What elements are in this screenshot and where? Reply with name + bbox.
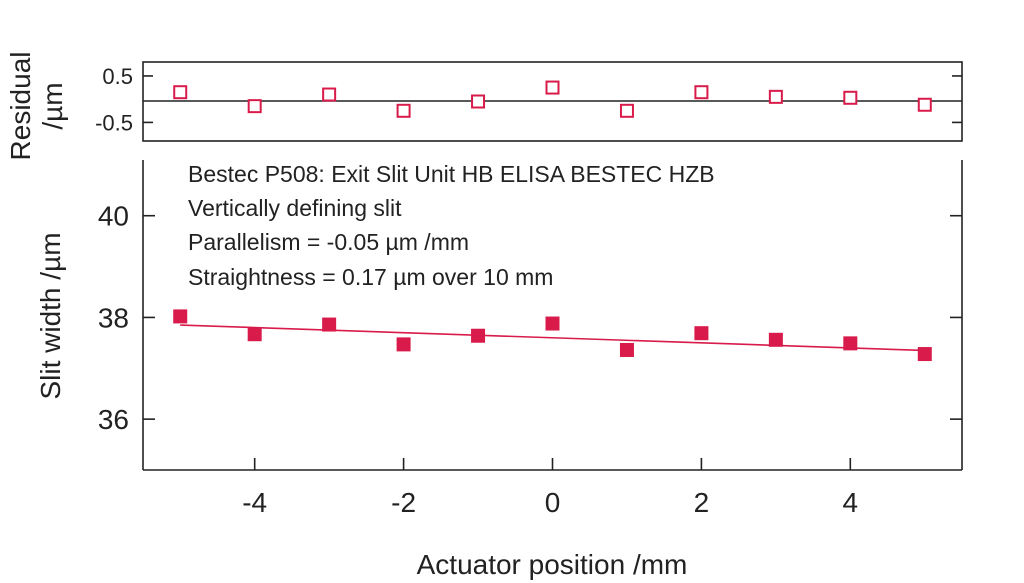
main-point [173,309,188,324]
residual-y-ticks: 0.5 -0.5 [95,64,962,135]
residual-ylabel-line2: /µm [37,82,68,129]
residual-point [396,103,411,118]
residual-point [843,90,858,105]
main-xlabel: Actuator position /mm [417,549,688,580]
annotation-parallelism: Parallelism = -0.05 µm /mm [188,229,469,255]
main-point [843,336,858,351]
annotation-straightness: Straightness = 0.17 µm over 10 mm [188,264,553,290]
main-point [768,332,783,347]
main-point [545,316,560,331]
annotation-title: Bestec P508: Exit Slit Unit HB ELISA BES… [188,161,715,187]
residual-panel: 0.5 -0.5 Residual /µm [5,52,963,161]
main-points [173,309,932,362]
main-point [396,337,411,352]
main-point [471,328,486,343]
main-x-tick-label: -2 [391,487,416,518]
main-ylabel: Slit width /µm [35,232,66,399]
main-x-tick-label: 2 [694,487,710,518]
annotation-block: Bestec P508: Exit Slit Unit HB ELISA BES… [188,161,715,290]
residual-point [173,85,188,100]
residual-point [619,103,634,118]
residual-points [173,80,932,118]
residual-point [322,87,337,102]
residual-y-tick-label: 0.5 [102,64,133,89]
residual-point [545,80,560,95]
main-point [322,317,337,332]
main-x-ticks: -4 -2 0 2 4 [242,458,858,518]
main-y-tick-label: 38 [98,302,129,333]
main-point [247,327,262,342]
main-point [917,347,932,362]
residual-point [917,97,932,112]
main-panel: 36 38 40 -4 -2 0 2 4 Bestec P508: Exit Slit Un… [35,160,963,580]
main-x-tick-label: 4 [843,487,859,518]
residual-ylabel-line1: Residual [5,52,36,161]
main-point [619,342,634,357]
main-y-tick-label: 36 [98,404,129,435]
residual-point [694,85,709,100]
residual-point [768,89,783,104]
main-x-tick-label: 0 [545,487,561,518]
main-point [694,326,709,341]
residual-point [247,99,262,114]
main-x-tick-label: -4 [242,487,267,518]
annotation-slit: Vertically defining slit [188,195,402,221]
main-y-tick-label: 40 [98,201,129,232]
residual-point [471,94,486,109]
fit-line [180,324,925,352]
residual-y-tick-label: -0.5 [95,110,133,135]
main-y-ticks: 36 38 40 [98,201,962,435]
